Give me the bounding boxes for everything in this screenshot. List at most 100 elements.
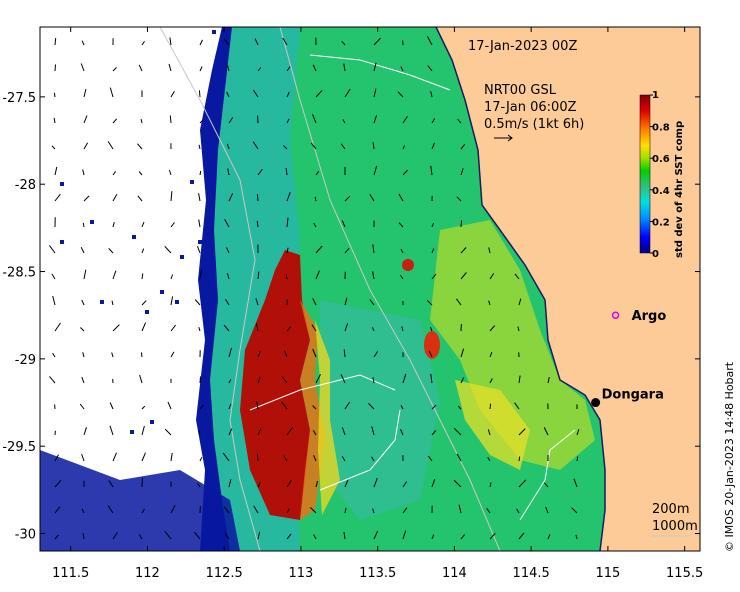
current-vector [108, 480, 114, 488]
current-vector [312, 114, 317, 124]
current-vector [141, 300, 147, 306]
current-vector [315, 170, 320, 176]
current-vector [164, 428, 172, 436]
current-vector [197, 246, 201, 254]
southwest-blue [40, 450, 240, 551]
current-vector [343, 531, 346, 540]
current-vector [283, 350, 288, 358]
warm-spot-small [402, 259, 414, 271]
current-vector [112, 532, 118, 540]
current-vector [282, 37, 288, 46]
current-vector [373, 88, 377, 98]
current-vector [402, 530, 407, 540]
current-vector [112, 452, 117, 462]
current-vector [489, 482, 492, 488]
current-vector [431, 273, 437, 280]
current-vector [164, 246, 172, 254]
current-vector [52, 295, 56, 306]
current-vector [427, 65, 433, 72]
current-vector [313, 455, 317, 462]
current-vector [141, 322, 147, 332]
x-tick-label: 114.5 [513, 566, 550, 581]
current-vector [138, 534, 143, 540]
current-vector [458, 504, 462, 514]
current-vector [369, 193, 375, 202]
current-vector [253, 505, 259, 514]
current-vector [199, 119, 204, 124]
current-vector [112, 221, 115, 228]
current-vector [545, 506, 549, 514]
current-vector [489, 325, 496, 332]
current-vector [281, 401, 288, 410]
current-vector [371, 426, 375, 436]
current-vector [81, 508, 85, 514]
current-vector [255, 298, 259, 306]
current-vector [112, 193, 118, 202]
current-vector [141, 273, 144, 280]
current-vector [372, 244, 375, 254]
current-vector [137, 195, 143, 202]
current-vector [429, 326, 433, 332]
current-vector [51, 273, 56, 280]
current-vector [398, 222, 404, 228]
yellow-streak [455, 380, 530, 470]
current-vector [311, 324, 317, 332]
current-vector [431, 478, 436, 488]
current-vector [313, 222, 317, 228]
current-vector [197, 483, 201, 488]
teal-patch [320, 300, 440, 520]
current-vector [168, 63, 172, 72]
current-vector [402, 145, 406, 150]
current-vector [402, 169, 408, 176]
current-vector [83, 269, 87, 280]
current-vector [54, 166, 58, 176]
current-vector [344, 323, 349, 332]
current-vector [489, 273, 495, 280]
current-vector [341, 456, 346, 462]
current-vector [456, 196, 462, 202]
current-vector [109, 87, 114, 98]
current-vector [400, 274, 404, 280]
current-vector [169, 37, 172, 46]
current-vector [82, 222, 85, 228]
current-vector [518, 298, 522, 306]
current-vector [170, 274, 174, 280]
current-vector [54, 506, 61, 514]
current-vector [80, 63, 85, 72]
current-vector [49, 376, 56, 384]
current-vector [286, 247, 289, 254]
current-vector [257, 168, 263, 176]
current-vector [141, 221, 145, 228]
current-vector [137, 143, 143, 150]
current-vector [286, 217, 289, 228]
y-tick-label: -28.5 [2, 266, 36, 281]
current-vector [431, 248, 435, 254]
colorbar-tick-label: 0.6 [652, 154, 670, 165]
isobath-200m-label: 200m [652, 502, 689, 517]
current-vector [456, 453, 462, 462]
current-vector [108, 248, 114, 254]
high-variability-orange [300, 300, 325, 520]
current-vector [170, 351, 175, 358]
current-vector [488, 247, 491, 254]
plot-frame [39, 26, 701, 552]
x-tick-label: 115.5 [666, 566, 703, 581]
scattered-pixels [60, 30, 216, 434]
current-vector [373, 37, 381, 46]
current-vector [81, 453, 85, 462]
current-vector [431, 430, 437, 436]
current-vector [341, 220, 346, 228]
current-vector [112, 118, 118, 124]
current-vector [141, 477, 143, 488]
current-vector [517, 326, 520, 332]
credit-label: © IMOS 20-Jan-2023 14:48 Hobart [723, 361, 736, 552]
current-vector [488, 300, 491, 306]
current-vector [373, 165, 378, 176]
current-vector [170, 222, 175, 228]
current-vector [54, 322, 61, 332]
current-vector [170, 191, 173, 202]
current-vector [54, 193, 61, 202]
current-vector [252, 141, 259, 150]
current-vector [54, 454, 59, 462]
current-vector [373, 115, 378, 124]
